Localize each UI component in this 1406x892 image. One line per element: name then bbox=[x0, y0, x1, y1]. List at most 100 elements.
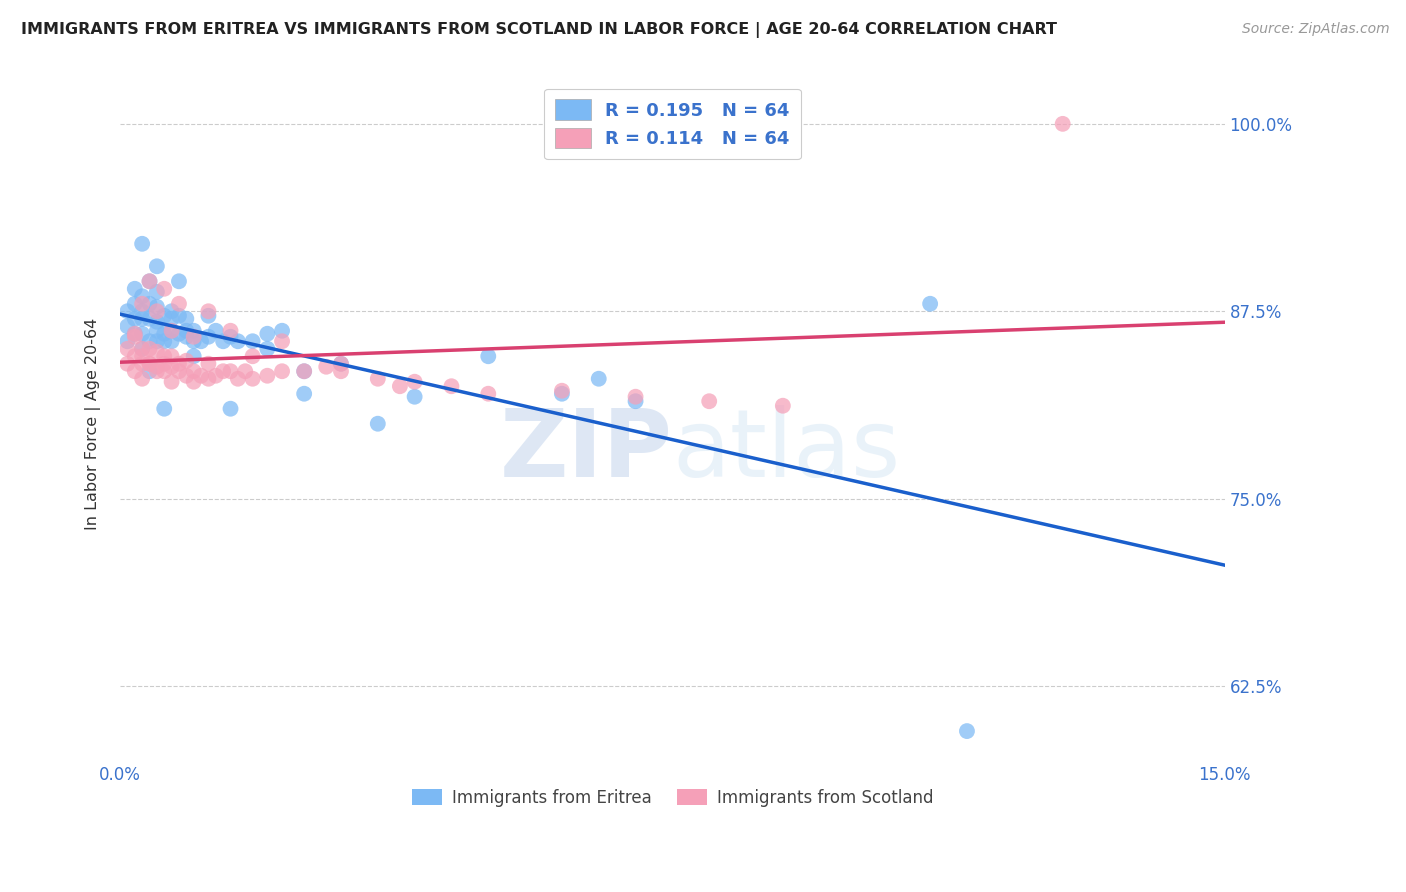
Point bbox=[153, 334, 176, 349]
Point bbox=[146, 334, 169, 349]
Point bbox=[138, 274, 160, 288]
Point bbox=[160, 304, 183, 318]
Point bbox=[124, 326, 146, 341]
Point bbox=[117, 357, 139, 371]
Point bbox=[292, 386, 315, 401]
Point bbox=[271, 324, 294, 338]
Point bbox=[197, 330, 219, 344]
Point bbox=[183, 349, 205, 363]
Point bbox=[176, 368, 198, 383]
Point bbox=[176, 311, 198, 326]
Point bbox=[160, 311, 183, 326]
Point bbox=[124, 326, 146, 341]
Point bbox=[256, 342, 278, 356]
Point bbox=[153, 326, 176, 341]
Point bbox=[138, 342, 160, 356]
Point bbox=[124, 282, 146, 296]
Point bbox=[160, 324, 183, 338]
Point bbox=[242, 349, 264, 363]
Point bbox=[167, 364, 190, 378]
Legend: Immigrants from Eritrea, Immigrants from Scotland: Immigrants from Eritrea, Immigrants from… bbox=[405, 782, 939, 814]
Point bbox=[160, 349, 183, 363]
Point bbox=[160, 375, 183, 389]
Point bbox=[624, 394, 647, 409]
Point bbox=[167, 326, 190, 341]
Point bbox=[138, 274, 160, 288]
Point bbox=[131, 342, 153, 356]
Point bbox=[153, 401, 176, 416]
Point bbox=[219, 401, 242, 416]
Y-axis label: In Labor Force | Age 20-64: In Labor Force | Age 20-64 bbox=[86, 318, 101, 530]
Point bbox=[292, 364, 315, 378]
Point bbox=[219, 324, 242, 338]
Point bbox=[160, 359, 183, 374]
Point bbox=[160, 324, 183, 338]
Point bbox=[190, 334, 212, 349]
Point bbox=[697, 394, 720, 409]
Point bbox=[367, 417, 389, 431]
Point bbox=[772, 399, 794, 413]
Point bbox=[117, 319, 139, 334]
Point bbox=[146, 300, 169, 314]
Point bbox=[124, 364, 146, 378]
Point bbox=[183, 364, 205, 378]
Point bbox=[131, 342, 153, 356]
Point bbox=[315, 359, 337, 374]
Point bbox=[204, 324, 226, 338]
Point bbox=[588, 372, 610, 386]
Point bbox=[330, 357, 353, 371]
Point bbox=[477, 349, 499, 363]
Point bbox=[146, 285, 169, 299]
Point bbox=[153, 364, 176, 378]
Point bbox=[256, 368, 278, 383]
Point bbox=[183, 324, 205, 338]
Point bbox=[153, 357, 176, 371]
Point bbox=[226, 334, 249, 349]
Point bbox=[146, 315, 169, 329]
Point bbox=[183, 375, 205, 389]
Point bbox=[117, 334, 139, 349]
Point bbox=[624, 390, 647, 404]
Text: ZIP: ZIP bbox=[499, 405, 672, 497]
Point bbox=[138, 297, 160, 311]
Point bbox=[146, 304, 169, 318]
Point bbox=[131, 304, 153, 318]
Point bbox=[176, 330, 198, 344]
Point bbox=[920, 297, 942, 311]
Point bbox=[138, 357, 160, 371]
Point bbox=[124, 297, 146, 311]
Point bbox=[330, 357, 353, 371]
Point bbox=[256, 326, 278, 341]
Point bbox=[440, 379, 463, 393]
Point bbox=[131, 311, 153, 326]
Point bbox=[404, 375, 426, 389]
Point bbox=[131, 349, 153, 363]
Point bbox=[226, 372, 249, 386]
Point bbox=[404, 390, 426, 404]
Point bbox=[551, 384, 574, 398]
Point bbox=[146, 359, 169, 374]
Point bbox=[183, 334, 205, 349]
Point bbox=[233, 364, 256, 378]
Point bbox=[551, 386, 574, 401]
Point bbox=[138, 311, 160, 326]
Point bbox=[131, 289, 153, 303]
Point bbox=[117, 342, 139, 356]
Point bbox=[197, 309, 219, 323]
Point bbox=[183, 330, 205, 344]
Point bbox=[190, 368, 212, 383]
Point bbox=[124, 349, 146, 363]
Point bbox=[956, 724, 979, 739]
Point bbox=[131, 297, 153, 311]
Point bbox=[138, 357, 160, 371]
Point bbox=[124, 311, 146, 326]
Point bbox=[219, 330, 242, 344]
Point bbox=[204, 368, 226, 383]
Text: IMMIGRANTS FROM ERITREA VS IMMIGRANTS FROM SCOTLAND IN LABOR FORCE | AGE 20-64 C: IMMIGRANTS FROM ERITREA VS IMMIGRANTS FR… bbox=[21, 22, 1057, 38]
Point bbox=[153, 282, 176, 296]
Text: Source: ZipAtlas.com: Source: ZipAtlas.com bbox=[1241, 22, 1389, 37]
Point bbox=[167, 309, 190, 323]
Point bbox=[212, 334, 235, 349]
Point bbox=[146, 324, 169, 338]
Point bbox=[219, 364, 242, 378]
